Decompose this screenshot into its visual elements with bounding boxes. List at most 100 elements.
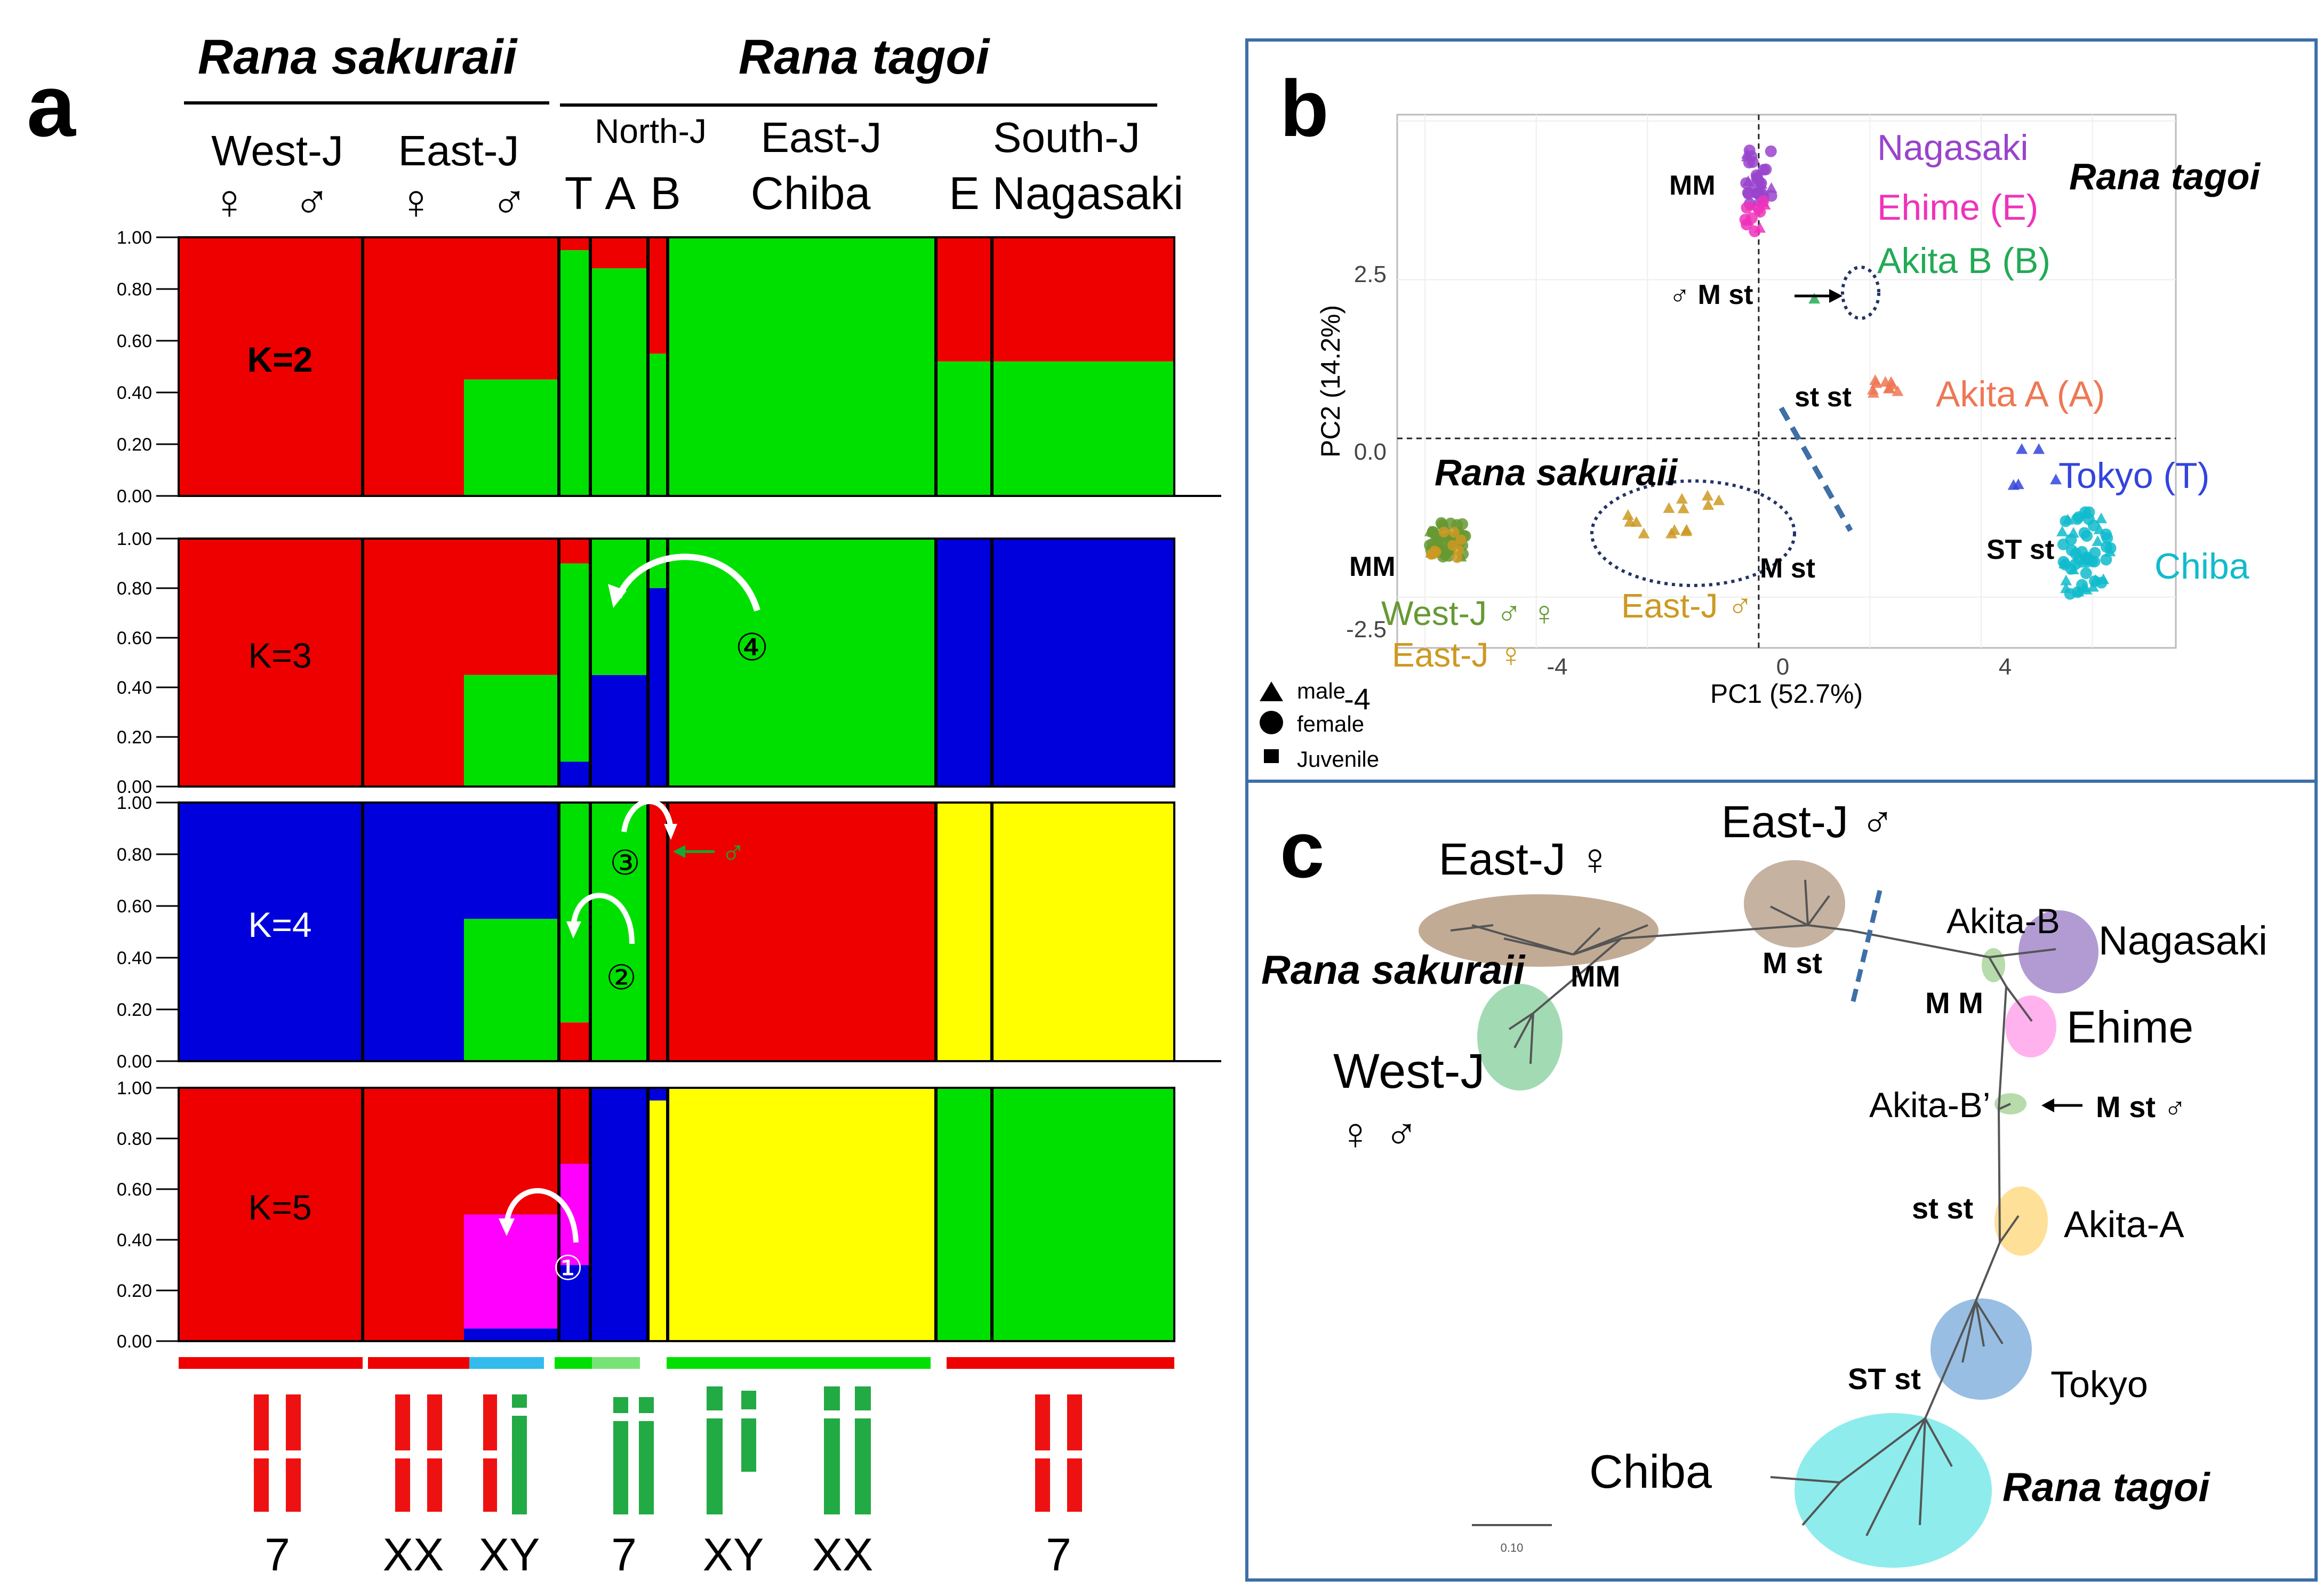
y-tick-k3: 0.80 xyxy=(117,579,152,599)
tree-label-stst: st st xyxy=(1912,1191,1973,1225)
pca-label-akitaB: Akita B (B) xyxy=(1877,240,2050,281)
chiba-ellipse xyxy=(1795,1413,1992,1568)
pca-plot-area xyxy=(1396,114,2177,649)
pca-point xyxy=(2060,574,2072,586)
tree-label-eastj-f: East-J ♀ xyxy=(1439,834,1612,884)
structure-bar-k2-g0-red xyxy=(179,237,363,496)
pca-point xyxy=(1758,164,1770,176)
pca-point xyxy=(1677,502,1689,514)
structure-bar-k4-g3-red xyxy=(559,1022,590,1061)
population-strip-0 xyxy=(179,1357,363,1369)
tree-branch-eastj-f xyxy=(1450,924,1648,956)
chromosome-bar xyxy=(639,1421,654,1514)
chromosome-bar xyxy=(512,1394,527,1408)
subheader-T: T xyxy=(565,168,593,219)
pca-point xyxy=(1885,376,1897,387)
tree-label-sakuraii: Rana sakuraii xyxy=(1261,948,1526,993)
chromosome-bar xyxy=(613,1421,628,1514)
y-tick-k2: 0.60 xyxy=(117,331,152,351)
species-tagoi-header: Rana tagoi xyxy=(739,30,991,84)
k-label-k5: K=5 xyxy=(248,1188,311,1227)
pca-ytick-neg2-5: -2.5 xyxy=(1346,616,1387,643)
pca-point xyxy=(1638,527,1650,539)
group-header-westj: West-J xyxy=(211,127,343,174)
chromosome-bar xyxy=(1067,1458,1082,1512)
pca-point xyxy=(1624,516,1636,527)
subheader-chiba: Chiba xyxy=(751,168,871,219)
structure-bar-k5-g4-blue xyxy=(590,1088,648,1341)
pca-point xyxy=(1680,525,1692,536)
structure-bar-k3-g7-blue xyxy=(936,539,992,787)
pca-point xyxy=(1701,490,1713,501)
structure-bar-k2-g2-red xyxy=(464,237,559,380)
tree-label-akitaB: Akita-B xyxy=(1946,901,2060,941)
pca-point xyxy=(2033,443,2045,454)
pca-point xyxy=(2080,530,2093,542)
structure-bar-k2-g5-red xyxy=(648,237,668,354)
y-tick-k4: 0.80 xyxy=(117,845,152,865)
subheader-E: E xyxy=(949,168,979,219)
pca-label-ehime: Ehime (E) xyxy=(1877,187,2038,228)
structure-bar-k3-g0-red xyxy=(179,539,363,787)
population-strip-1 xyxy=(368,1357,469,1369)
panel-c: c East-J ♀ East-J ♂ Rana sakuraii MM M s… xyxy=(1245,780,2318,1582)
structure-bar-k5-g0-red xyxy=(179,1088,363,1341)
ehime-ellipse xyxy=(2005,996,2056,1057)
pca-point xyxy=(1452,552,1463,563)
structure-frame-k3 xyxy=(178,538,1175,788)
structure-bar-k5-g5-blue xyxy=(648,1088,668,1101)
mst-arrow-c xyxy=(2041,1098,2082,1112)
structure-bar-k4-g7-yellow xyxy=(936,803,992,1061)
structure-bar-k3-g4-green xyxy=(590,539,648,675)
subheader-nagasaki: Nagasaki xyxy=(992,168,1184,219)
y-tick-k4: 0.60 xyxy=(117,896,152,917)
tree-label-stst2: ST st xyxy=(1848,1362,1921,1396)
tree-label-westj: West-J xyxy=(1333,1044,1485,1098)
chromosome-bar xyxy=(483,1394,497,1450)
panel-b: b -4 -4 0 4 2.5 0.0 -2.5 PC1 (52.7%) PC2… xyxy=(1245,38,2318,783)
group-header-southj: South-J xyxy=(993,114,1140,161)
subheader-A: A xyxy=(605,168,636,219)
pca-gt-mst: M st xyxy=(1760,553,1815,584)
chromosome-bar xyxy=(1035,1394,1050,1450)
structure-bar-k4-g2-blue xyxy=(464,803,559,919)
legend-male: male xyxy=(1297,678,1345,703)
pca-ytick-0: 0.0 xyxy=(1354,439,1387,465)
y-tick-k3: 0.60 xyxy=(117,628,152,648)
chromosome-bar xyxy=(639,1397,654,1413)
legend-square-icon xyxy=(1264,749,1279,763)
chromosome-bar xyxy=(286,1458,301,1512)
pca-points xyxy=(1424,145,2117,600)
structure-bar-k5-g7-green xyxy=(936,1088,992,1341)
tree-scale-label: 0.10 xyxy=(1501,1541,1524,1554)
chromosome-bar xyxy=(855,1386,871,1410)
karyotype-label-0: 7 xyxy=(265,1529,290,1581)
structure-bar-k3-g3-red xyxy=(559,539,590,564)
eastj-dotted-ellipse xyxy=(1590,479,1796,587)
pca-ytick-2-5: 2.5 xyxy=(1354,261,1387,287)
subheader-B: B xyxy=(650,168,680,219)
pca-point xyxy=(2072,586,2085,597)
structure-bar-k4-g8-yellow xyxy=(992,803,1174,1061)
group-header-eastj-tag: East-J xyxy=(761,114,882,161)
tree-label-tagoi: Rana tagoi xyxy=(2002,1465,2210,1510)
population-strip-6 xyxy=(947,1357,1174,1369)
structure-bar-k2-g3-red xyxy=(559,237,590,251)
pca-point xyxy=(1447,540,1459,551)
pca-point xyxy=(1749,225,1761,237)
akitaB-dotted-ellipse xyxy=(1841,266,1880,320)
pca-point xyxy=(2100,528,2112,541)
chromosome-bar xyxy=(483,1458,497,1512)
chromosome-bar xyxy=(395,1458,410,1512)
sex-westj-male: ♂ xyxy=(294,175,331,229)
panel-c-frame xyxy=(1245,780,2318,1582)
chromosome-bar xyxy=(427,1458,442,1512)
structure-bar-k5-g8-green xyxy=(992,1088,1174,1341)
pca-separator-dash xyxy=(1779,406,1853,532)
pca-point xyxy=(1663,502,1675,513)
structure-bar-k3-g5-blue xyxy=(648,588,668,787)
structure-bar-k5-g3-blue xyxy=(559,1265,590,1341)
pca-xlabel: PC1 (52.7%) xyxy=(1710,679,1863,709)
structure-frame-k4 xyxy=(178,801,1175,1062)
